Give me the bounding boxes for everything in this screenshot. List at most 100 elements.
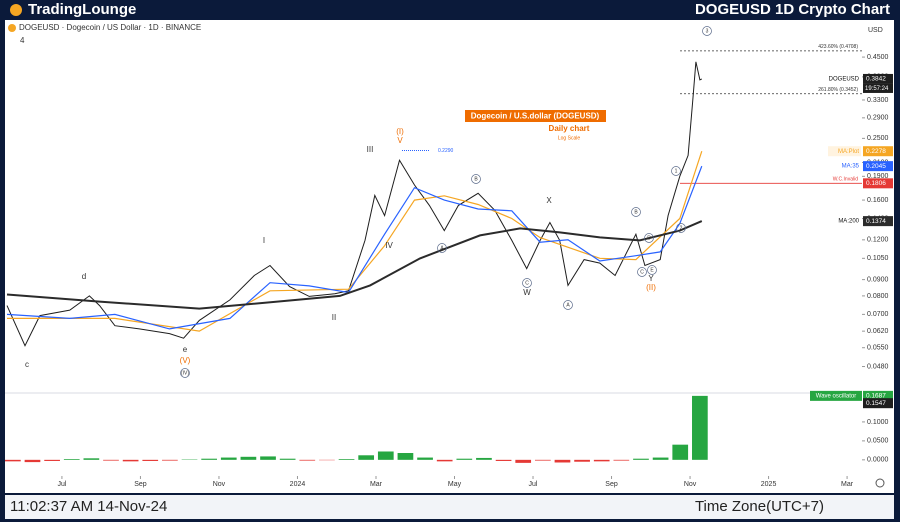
chart-area <box>5 20 894 493</box>
osc-bar <box>515 459 532 463</box>
legend-name: DOGEUSD <box>829 77 860 83</box>
wave-label: 3 <box>706 28 709 34</box>
chart-subtitle: Daily chart <box>549 124 590 133</box>
wave-label: B <box>634 209 638 215</box>
osc-y-tick-label: 0.0000 <box>867 457 889 464</box>
wave-label: 1 <box>675 168 678 174</box>
wave-label: Y <box>648 274 654 283</box>
footer-bar <box>5 495 894 519</box>
readout-box <box>863 73 893 84</box>
osc-bar <box>593 459 610 462</box>
y-tick-label: 0.0900 <box>867 276 889 283</box>
osc-bar <box>299 459 316 461</box>
wave-circle <box>671 166 681 176</box>
wave-circle <box>522 278 532 288</box>
settings-icon[interactable] <box>875 478 885 488</box>
level-label: W.C.Invalid <box>833 177 859 183</box>
osc-bar <box>436 459 453 462</box>
y-tick-label: 0.1050 <box>867 255 889 262</box>
wave-label: 2 <box>680 225 683 231</box>
osc-bar <box>495 459 512 461</box>
readout-box <box>863 178 893 189</box>
level-label: 423.60% (0.4708) <box>818 44 858 50</box>
price-line <box>6 220 703 310</box>
wave-label: d <box>82 272 86 281</box>
legend-name-box <box>828 216 861 227</box>
wave-label: A <box>440 245 444 251</box>
logo: TradingLounge <box>28 1 136 18</box>
badge: 4 <box>20 36 25 45</box>
osc-bar <box>534 459 551 461</box>
x-tick-label: Jul <box>529 481 538 488</box>
wave-label: III <box>367 145 374 154</box>
y-tick-label: 0.4500 <box>867 54 889 61</box>
osc-bar <box>574 459 590 462</box>
y-tick-label: 0.1200 <box>867 237 889 244</box>
wave-label: (V) <box>180 356 191 365</box>
symbol-icon <box>8 24 16 32</box>
osc-bar <box>672 444 689 460</box>
readout-value: 0.2278 <box>866 148 886 155</box>
wave-circle <box>637 267 647 277</box>
y-tick-label: 0.1600 <box>867 197 889 204</box>
title-box <box>465 110 606 122</box>
osc-readout: 0.1687 <box>866 393 886 400</box>
wave-label: II <box>332 313 336 322</box>
legend-name: MA:200 <box>838 219 859 225</box>
y-tick-label: 0.2500 <box>867 135 889 142</box>
osc-bar <box>63 459 80 460</box>
osc-bar <box>240 456 257 460</box>
y-tick-label: 0.0700 <box>867 311 889 318</box>
readout-value: 0.3842 <box>866 76 886 83</box>
osc-bar <box>476 457 492 460</box>
osc-y-tick-label: 0.1000 <box>867 419 889 426</box>
osc-bar <box>456 458 473 460</box>
y-tick-label: 0.0550 <box>867 345 889 352</box>
osc-y-tick-label: 0.0500 <box>867 438 889 445</box>
wave-label: (II) <box>646 283 656 292</box>
wave-circle <box>563 300 573 310</box>
osc-readout-box <box>863 390 893 401</box>
wave-label: B <box>474 176 478 182</box>
osc-bar <box>397 453 414 460</box>
wave-label: A <box>566 302 570 308</box>
legend-name-box <box>828 73 861 84</box>
readout-box <box>863 161 893 172</box>
page-title: DOGEUSD 1D Crypto Chart <box>695 1 890 18</box>
readout-value: 0.2045 <box>866 163 886 170</box>
peak-label: 0.2290 <box>438 148 454 154</box>
osc-bar <box>338 459 355 460</box>
x-tick-label: Jul <box>57 481 66 488</box>
level-label: 261.80% (0.3452) <box>818 87 858 93</box>
price-line <box>7 151 703 332</box>
x-tick-label: Nov <box>213 481 226 488</box>
osc-bar <box>122 459 139 462</box>
wave-circle <box>631 207 641 217</box>
x-tick-label: Sep <box>605 481 618 488</box>
y-tick-label: 0.0620 <box>867 328 889 335</box>
symbol: DOGEUSD · Dogecoin / US Dollar · 1D · BI… <box>19 23 201 32</box>
wave-label: (IV) <box>181 370 189 376</box>
wave-label: C <box>640 269 644 275</box>
osc-bar <box>279 458 296 460</box>
wave-label: D <box>647 235 651 241</box>
osc-bar <box>44 459 60 461</box>
countdown-box <box>863 83 893 93</box>
readout-value: 0.1374 <box>866 218 886 225</box>
osc-bar <box>554 459 571 463</box>
osc-name: Wave oscillator <box>816 393 856 399</box>
y-tick-label: 0.2900 <box>867 115 889 122</box>
wave-label: X <box>546 196 552 205</box>
wave-circle <box>644 233 654 243</box>
timezone: Time Zone(UTC+7) <box>695 498 824 515</box>
readout-value: 0.1806 <box>866 180 886 187</box>
osc-bar <box>83 458 100 460</box>
osc-bar <box>142 459 159 461</box>
osc-bar <box>613 459 630 461</box>
wave-label: V <box>397 136 403 145</box>
x-tick-label: May <box>448 481 462 488</box>
y-tick-label: 0.1900 <box>867 173 889 180</box>
readout-box <box>863 216 893 227</box>
osc-bar <box>633 458 649 460</box>
